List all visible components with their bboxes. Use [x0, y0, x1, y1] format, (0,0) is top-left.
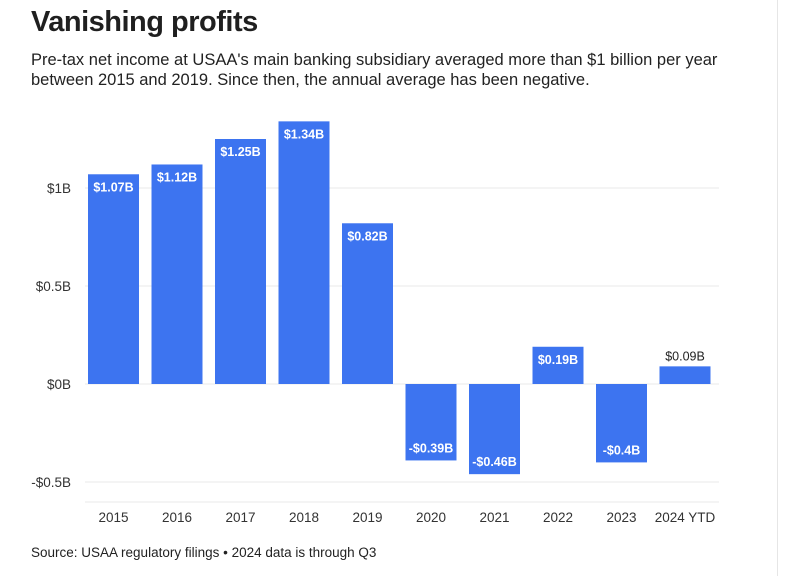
bar-2015: [88, 174, 139, 384]
x-tick-label: 2024 YTD: [655, 510, 716, 525]
bar-2017: [215, 139, 266, 384]
data-label: -$0.46B: [472, 455, 516, 469]
data-label: -$0.39B: [409, 441, 453, 455]
chart-area: $1B $0.5B $0B -$0.5B $1.07B $1.12B $1.25B $1.3…: [0, 0, 787, 576]
y-tick-label: $1B: [47, 181, 71, 196]
x-tick-label: 2018: [289, 510, 319, 525]
data-label: $1.07B: [93, 180, 133, 194]
y-axis-tick-labels: $1B $0.5B $0B -$0.5B: [31, 181, 71, 490]
data-label: $1.25B: [220, 145, 260, 159]
x-tick-label: 2015: [98, 510, 128, 525]
y-tick-label: $0B: [47, 377, 71, 392]
bar-2019: [342, 223, 393, 384]
bar-2016: [152, 164, 203, 384]
x-tick-label: 2017: [225, 510, 255, 525]
right-divider: [777, 0, 778, 576]
data-label: -$0.4B: [603, 443, 641, 457]
data-label: $1.12B: [157, 170, 197, 184]
bar-2024-ytd: [660, 366, 711, 384]
x-tick-label: 2023: [606, 510, 636, 525]
bar-2018: [279, 121, 330, 384]
x-axis-tick-labels: 2015 2016 2017 2018 2019 2020 2021 2022 2023 2024…: [98, 510, 715, 525]
source-note: Source: USAA regulatory filings • 2024 d…: [31, 545, 376, 560]
y-tick-label: -$0.5B: [31, 475, 71, 490]
x-tick-label: 2021: [479, 510, 509, 525]
x-tick-label: 2020: [416, 510, 446, 525]
data-label: $0.09B: [665, 349, 705, 363]
x-tick-label: 2022: [543, 510, 573, 525]
data-label: $0.19B: [538, 353, 578, 367]
x-tick-label: 2016: [162, 510, 192, 525]
data-label: $1.34B: [284, 127, 324, 141]
bar-chart: $1B $0.5B $0B -$0.5B $1.07B $1.12B $1.25B $1.3…: [0, 0, 787, 576]
data-label: $0.82B: [347, 229, 387, 243]
x-tick-label: 2019: [352, 510, 382, 525]
y-tick-label: $0.5B: [36, 279, 71, 294]
